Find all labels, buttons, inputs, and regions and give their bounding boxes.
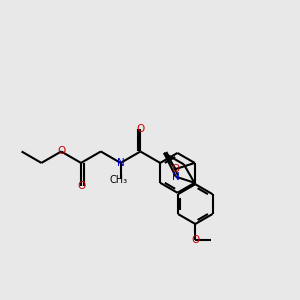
Text: O: O xyxy=(57,146,65,157)
Text: O: O xyxy=(77,181,85,191)
Text: O: O xyxy=(191,235,200,245)
Text: N: N xyxy=(172,172,180,182)
Text: O: O xyxy=(172,164,180,174)
Text: N: N xyxy=(117,158,124,168)
Text: CH₃: CH₃ xyxy=(109,175,128,185)
Text: O: O xyxy=(136,124,145,134)
